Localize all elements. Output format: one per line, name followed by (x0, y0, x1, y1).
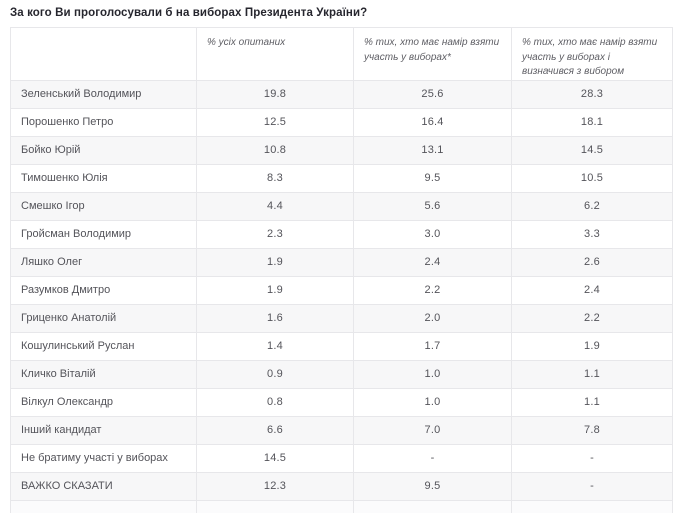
value-intend: 5.6 (353, 191, 512, 221)
value-intend: 1.0 (353, 387, 512, 417)
candidate-name: Гройсман Володимир (10, 219, 197, 249)
value-intend: - (353, 443, 512, 473)
candidate-name: Смешко Ігор (10, 191, 197, 221)
table-row: Зеленський Володимир 19.8 25.6 28.3 (10, 79, 673, 109)
value-decided: 1.1 (511, 387, 673, 417)
value-all: 12.3 (196, 471, 354, 501)
table-row: Тимошенко Юлія 8.3 9.5 10.5 (10, 163, 673, 193)
value-intend: 1.0 (353, 359, 512, 389)
table-row: Разумков Дмитро 1.9 2.2 2.4 (10, 275, 673, 305)
value-decided: 3.3 (511, 219, 673, 249)
value-intend: 9.5 (353, 471, 512, 501)
value-all: 19.8 (196, 79, 354, 109)
value-decided (511, 499, 673, 513)
candidate-name: Ляшко Олег (10, 247, 197, 277)
page-title: За кого Ви проголосували б на виборах Пр… (10, 7, 368, 19)
value-all: 12.5 (196, 107, 354, 137)
value-intend: 2.0 (353, 303, 512, 333)
value-all: 8.3 (196, 163, 354, 193)
value-decided: 1.1 (511, 359, 673, 389)
value-decided: - (511, 443, 673, 473)
candidate-name (10, 499, 197, 513)
candidate-name: Вілкул Олександр (10, 387, 197, 417)
table-row-partial-clipped (10, 499, 673, 513)
value-decided: - (511, 471, 673, 501)
col-header-intend-and-decided: % тих, хто має намір взяти участь у вибо… (511, 27, 673, 81)
col-header-intend-to-vote: % тих, хто має намір взяти участь у вибо… (353, 27, 512, 81)
candidate-name: Кошулинський Руслан (10, 331, 197, 361)
col-header-all-respondents: % усіх опитаних (196, 27, 354, 81)
value-intend: 9.5 (353, 163, 512, 193)
value-all: 4.4 (196, 191, 354, 221)
value-intend: 7.0 (353, 415, 512, 445)
value-intend: 13.1 (353, 135, 512, 165)
col-header-candidate (10, 27, 197, 81)
value-decided: 28.3 (511, 79, 673, 109)
value-all: 6.6 (196, 415, 354, 445)
table-row: Інший кандидат 6.6 7.0 7.8 (10, 415, 673, 445)
value-decided: 2.4 (511, 275, 673, 305)
value-intend: 16.4 (353, 107, 512, 137)
value-intend: 2.4 (353, 247, 512, 277)
value-decided: 1.9 (511, 331, 673, 361)
value-decided: 10.5 (511, 163, 673, 193)
value-all: 0.8 (196, 387, 354, 417)
value-all: 1.4 (196, 331, 354, 361)
candidate-name: ВАЖКО СКАЗАТИ (10, 471, 197, 501)
value-all (196, 499, 354, 513)
candidate-name: Гриценко Анатолій (10, 303, 197, 333)
table-row: Ляшко Олег 1.9 2.4 2.6 (10, 247, 673, 277)
candidate-name: Разумков Дмитро (10, 275, 197, 305)
value-decided: 2.2 (511, 303, 673, 333)
value-intend: 3.0 (353, 219, 512, 249)
value-all: 1.9 (196, 247, 354, 277)
value-all: 1.6 (196, 303, 354, 333)
candidate-name: Бойко Юрій (10, 135, 197, 165)
candidate-name: Не братиму участі у виборах (10, 443, 197, 473)
value-all: 0.9 (196, 359, 354, 389)
value-decided: 7.8 (511, 415, 673, 445)
table-row: Гриценко Анатолій 1.6 2.0 2.2 (10, 303, 673, 333)
value-decided: 14.5 (511, 135, 673, 165)
header-row: % усіх опитаних % тих, хто має намір взя… (10, 27, 673, 81)
poll-table: % усіх опитаних % тих, хто має намір взя… (10, 27, 673, 513)
table-row: Вілкул Олександр 0.8 1.0 1.1 (10, 387, 673, 417)
table-row: ВАЖКО СКАЗАТИ 12.3 9.5 - (10, 471, 673, 501)
candidate-name: Кличко Віталій (10, 359, 197, 389)
table-row: Бойко Юрій 10.8 13.1 14.5 (10, 135, 673, 165)
value-all: 10.8 (196, 135, 354, 165)
value-all: 1.9 (196, 275, 354, 305)
table-row: Кличко Віталій 0.9 1.0 1.1 (10, 359, 673, 389)
candidate-name: Порошенко Петро (10, 107, 197, 137)
value-all: 2.3 (196, 219, 354, 249)
value-decided: 2.6 (511, 247, 673, 277)
value-intend: 2.2 (353, 275, 512, 305)
candidate-name: Тимошенко Юлія (10, 163, 197, 193)
value-decided: 18.1 (511, 107, 673, 137)
table-row: Не братиму участі у виборах 14.5 - - (10, 443, 673, 473)
value-decided: 6.2 (511, 191, 673, 221)
candidate-name: Інший кандидат (10, 415, 197, 445)
table-row: Кошулинський Руслан 1.4 1.7 1.9 (10, 331, 673, 361)
value-intend: 1.7 (353, 331, 512, 361)
table-row: Смешко Ігор 4.4 5.6 6.2 (10, 191, 673, 221)
value-intend: 25.6 (353, 79, 512, 109)
value-intend (353, 499, 512, 513)
value-all: 14.5 (196, 443, 354, 473)
candidate-name: Зеленський Володимир (10, 79, 197, 109)
table-row: Гройсман Володимир 2.3 3.0 3.3 (10, 219, 673, 249)
table-row: Порошенко Петро 12.5 16.4 18.1 (10, 107, 673, 137)
